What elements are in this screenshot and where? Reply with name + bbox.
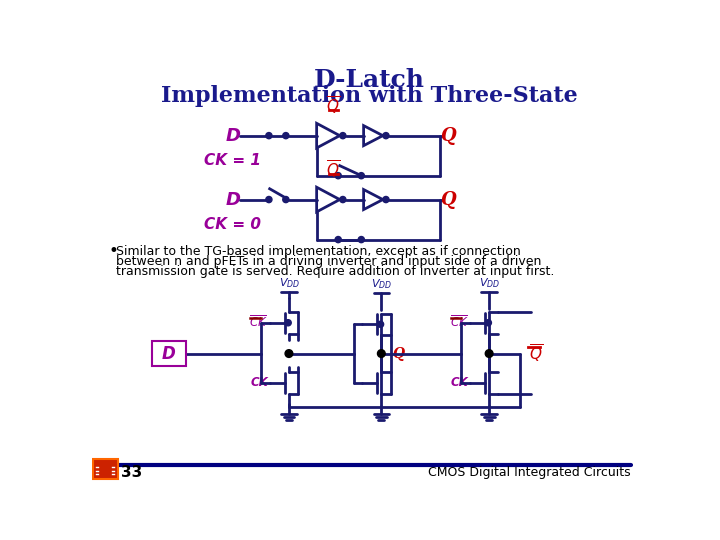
Text: Similar to the TG-based implementation, except as if connection: Similar to the TG-based implementation, … [117, 245, 521, 258]
Text: D: D [162, 345, 176, 362]
Text: CK = 0: CK = 0 [204, 217, 261, 232]
Text: $V_{DD}$: $V_{DD}$ [372, 278, 392, 291]
FancyBboxPatch shape [94, 459, 118, 479]
Text: $\overline{CK}$: $\overline{CK}$ [249, 315, 268, 330]
Text: Q: Q [441, 191, 456, 208]
Text: $\overline{Q}$: $\overline{Q}$ [326, 159, 340, 181]
Text: D: D [225, 191, 240, 208]
Text: between n and pFETs in a driving inverter and input side of a driven: between n and pFETs in a driving inverte… [117, 255, 542, 268]
Circle shape [266, 132, 272, 139]
Text: Q: Q [392, 347, 404, 361]
Text: $\overline{Q}$: $\overline{Q}$ [529, 342, 543, 365]
Circle shape [359, 237, 364, 242]
Text: CMOS Digital Integrated Circuits: CMOS Digital Integrated Circuits [428, 465, 631, 478]
Circle shape [335, 237, 341, 242]
Text: $V_{DD}$: $V_{DD}$ [480, 276, 500, 289]
Text: $\overline{Q}$: $\overline{Q}$ [326, 95, 340, 117]
Circle shape [266, 197, 272, 202]
Circle shape [359, 173, 364, 179]
Circle shape [340, 132, 346, 139]
Text: CK = 1: CK = 1 [204, 153, 261, 168]
Text: CK: CK [251, 376, 268, 389]
Circle shape [283, 132, 289, 139]
Text: D-Latch: D-Latch [313, 68, 425, 92]
Text: Q: Q [441, 127, 456, 145]
Circle shape [285, 350, 293, 357]
Circle shape [340, 197, 346, 202]
FancyBboxPatch shape [152, 341, 186, 366]
Text: $\overline{CK}$: $\overline{CK}$ [450, 315, 468, 330]
Text: Implementation with Three-State: Implementation with Three-State [161, 85, 577, 107]
Circle shape [485, 350, 493, 357]
Text: D: D [225, 127, 240, 145]
Circle shape [285, 320, 291, 326]
Circle shape [383, 132, 389, 139]
Circle shape [377, 321, 384, 327]
Circle shape [485, 320, 492, 326]
Circle shape [383, 197, 389, 202]
Text: •: • [109, 242, 119, 260]
Text: 33: 33 [121, 464, 143, 480]
Text: transmission gate is served. Require addition of inverter at input first.: transmission gate is served. Require add… [117, 265, 555, 278]
Circle shape [335, 173, 341, 179]
Circle shape [377, 350, 385, 357]
Circle shape [283, 197, 289, 202]
Text: CK: CK [451, 376, 468, 389]
Text: $V_{DD}$: $V_{DD}$ [279, 276, 300, 289]
